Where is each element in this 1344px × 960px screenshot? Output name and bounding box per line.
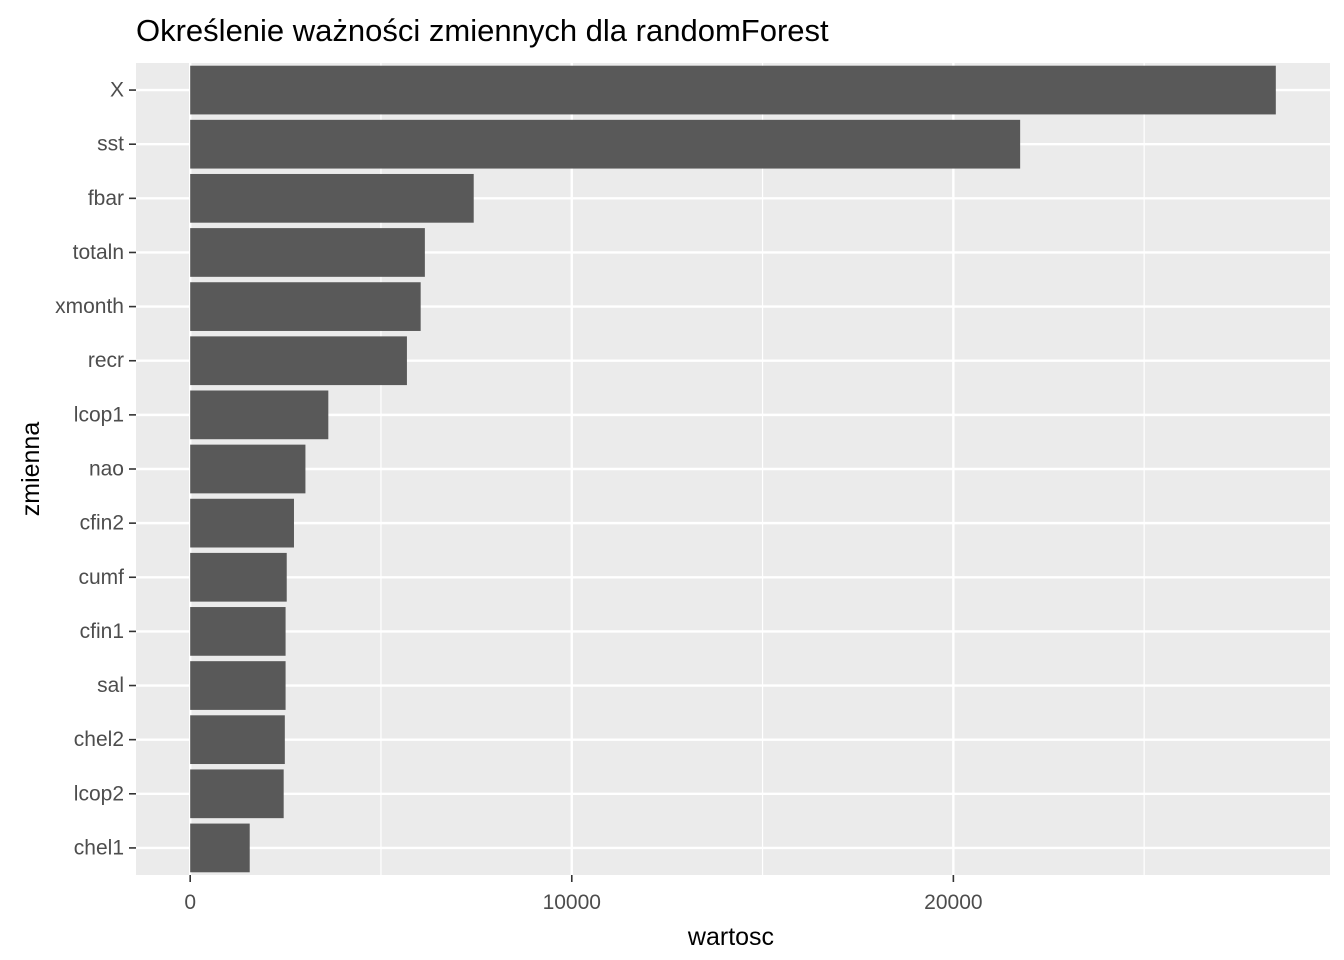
y-tick-label: totaln [73,241,124,264]
y-tick-label: nao [89,458,124,481]
y-tick-label: lcop2 [74,782,124,805]
bar-chel2 [190,715,285,765]
y-tick-label: cumf [78,566,124,589]
bar-sal [190,661,286,710]
bar-lcop2 [190,769,284,819]
bar-lcop1 [190,390,329,440]
bar-sst [190,119,1021,169]
y-tick-label: chel1 [74,836,124,859]
x-tick-label: 0 [184,891,196,914]
y-tick-label: sal [97,674,124,697]
y-tick-label: recr [88,349,124,372]
x-axis-title: wartosc [687,923,774,951]
bar-totaln [190,228,425,277]
chart-title: Określenie ważności zmiennych dla random… [136,13,829,48]
x-tick-label: 20000 [924,891,982,914]
y-tick-label: lcop1 [74,403,124,426]
y-tick-label: chel2 [74,728,124,751]
y-tick-label: xmonth [55,295,124,318]
bar-cfin1 [190,607,286,656]
bar-cfin2 [190,498,294,548]
y-axis-title: zmienna [17,422,45,517]
bar-recr [190,336,407,386]
y-tick-label: sst [97,133,124,156]
y-tick-label: cfin2 [80,512,124,535]
y-tick-label: cfin1 [80,620,124,643]
y-tick-label: fbar [88,187,124,210]
y-tick-label: X [110,79,124,102]
bar-X [190,65,1276,115]
bar-chel1 [190,823,250,873]
bar-nao [190,444,306,494]
bar-fbar [190,173,474,223]
bar-cumf [190,552,287,602]
x-tick-label: 10000 [543,891,601,914]
bars [190,65,1276,873]
x-axis: 0 10000 20000 [184,875,983,914]
bar-xmonth [190,282,421,331]
